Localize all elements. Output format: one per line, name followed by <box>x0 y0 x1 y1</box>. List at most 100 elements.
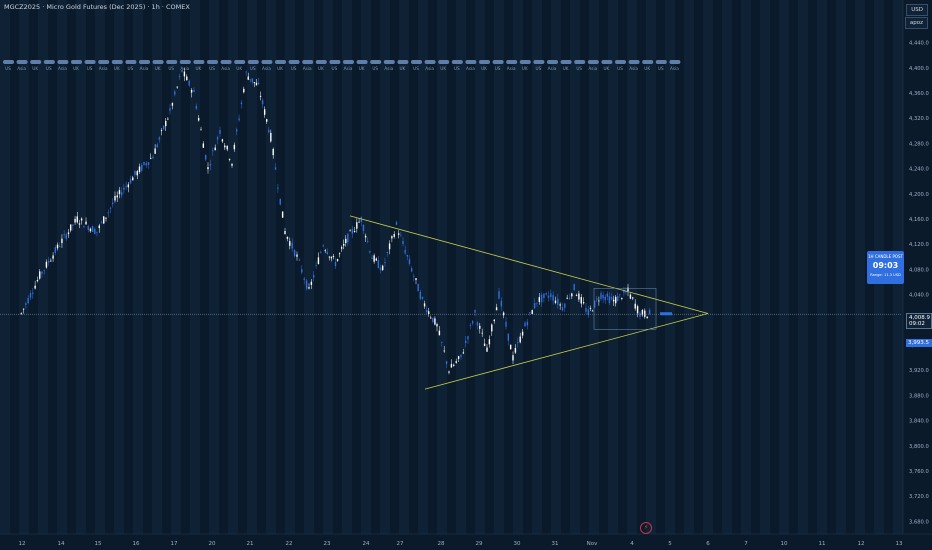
session-marker <box>111 60 123 64</box>
candle-body <box>571 293 573 297</box>
candle-body <box>291 242 293 249</box>
session-marker <box>547 60 558 64</box>
time-tick-label: 13 <box>896 541 903 547</box>
session-label: US <box>332 66 338 71</box>
candle-body <box>20 312 22 314</box>
candle-body <box>120 192 123 196</box>
candle-body <box>349 230 351 232</box>
session-label: US <box>46 66 52 71</box>
currency-label[interactable]: USD <box>906 4 928 16</box>
candle-body <box>296 254 298 257</box>
candle-body <box>98 225 100 229</box>
candle-body <box>240 102 243 105</box>
candle-body <box>109 207 112 209</box>
candle-body <box>519 336 521 343</box>
session-band <box>494 0 504 534</box>
candle-body <box>263 109 266 115</box>
candle-body <box>195 105 198 109</box>
candle-body <box>105 217 107 219</box>
time-tick-label: 14 <box>58 541 65 547</box>
candle-body <box>87 226 89 230</box>
session-marker <box>451 60 463 64</box>
session-marker <box>383 60 395 64</box>
candle-body <box>353 230 356 233</box>
time-tick-label: 23 <box>324 541 331 547</box>
candle-body <box>481 332 483 334</box>
candle-body <box>524 322 526 327</box>
candle-body <box>183 71 186 77</box>
candle-body <box>289 241 291 246</box>
candle-body <box>45 261 48 268</box>
candle-body <box>636 306 639 314</box>
candle-body <box>587 309 590 316</box>
session-label: Asia <box>221 66 230 71</box>
candle-body <box>391 236 393 239</box>
candle-body <box>330 256 333 259</box>
session-label: US <box>658 66 664 71</box>
candle-body <box>197 118 200 121</box>
session-marker <box>261 60 273 64</box>
candle-body <box>39 271 41 279</box>
session-marker <box>628 60 640 64</box>
candle-body <box>575 295 578 297</box>
candle-body <box>114 195 116 201</box>
candle-body <box>221 139 224 142</box>
candle-body <box>629 294 632 299</box>
candle-body <box>443 350 445 352</box>
candle-body <box>373 255 375 262</box>
candle-body <box>507 333 510 341</box>
session-marker <box>492 60 504 64</box>
candle-body <box>268 129 270 133</box>
candle-body <box>377 260 380 269</box>
unit-label[interactable]: apoz <box>904 17 928 29</box>
session-label: Asia <box>548 66 557 71</box>
candle-body <box>257 82 260 85</box>
candle-body <box>531 310 533 315</box>
session-marker <box>424 60 436 64</box>
candle-body <box>369 251 371 253</box>
candle-body <box>305 280 308 289</box>
session-marker <box>247 60 259 64</box>
candle-body <box>255 82 258 86</box>
candle-body <box>538 297 541 302</box>
candle-body <box>219 129 221 134</box>
session-label: Asia <box>670 66 679 71</box>
candle-body <box>165 120 167 127</box>
price-tick-label: 3,840.0 <box>909 419 929 425</box>
candle-body <box>406 254 409 257</box>
candle-body <box>529 312 531 314</box>
candle-body <box>471 321 474 324</box>
candle-body <box>413 275 415 277</box>
candle-body <box>612 299 615 302</box>
session-marker <box>519 60 531 64</box>
candle-body <box>388 243 391 250</box>
event-marker-icon[interactable]: ⚡ <box>640 522 652 534</box>
price-tick-label: 4,440.0 <box>909 41 929 47</box>
candle-body <box>277 187 279 189</box>
candle-body <box>545 293 547 295</box>
session-band <box>38 0 48 534</box>
session-marker <box>642 60 654 64</box>
candle-body <box>154 148 156 154</box>
candle-body <box>423 303 426 307</box>
candle-body <box>514 347 517 353</box>
widget-title: 1H CANDLE POST <box>868 254 903 259</box>
session-marker <box>329 60 341 64</box>
candle-body <box>568 297 571 299</box>
candle-body <box>43 270 45 271</box>
candle-countdown-widget[interactable]: 1H CANDLE POST 09:03 Range: 11.3 USD <box>867 251 904 284</box>
candle-body <box>56 244 59 249</box>
session-label: Asia <box>17 66 26 71</box>
candle-body <box>358 221 360 223</box>
session-band <box>152 0 162 534</box>
symbol-header[interactable]: MGCZ2025 · Micro Gold Futures (Dec 2025)… <box>4 3 190 11</box>
candle-body <box>32 292 34 294</box>
candle-body <box>96 231 98 233</box>
price-tick-label: 4,080.0 <box>909 267 929 273</box>
session-label: UK <box>359 66 365 71</box>
candle-body <box>228 159 231 160</box>
candle-body <box>190 89 193 93</box>
candle-body <box>593 300 596 308</box>
price-tick-label: 4,360.0 <box>909 91 929 97</box>
